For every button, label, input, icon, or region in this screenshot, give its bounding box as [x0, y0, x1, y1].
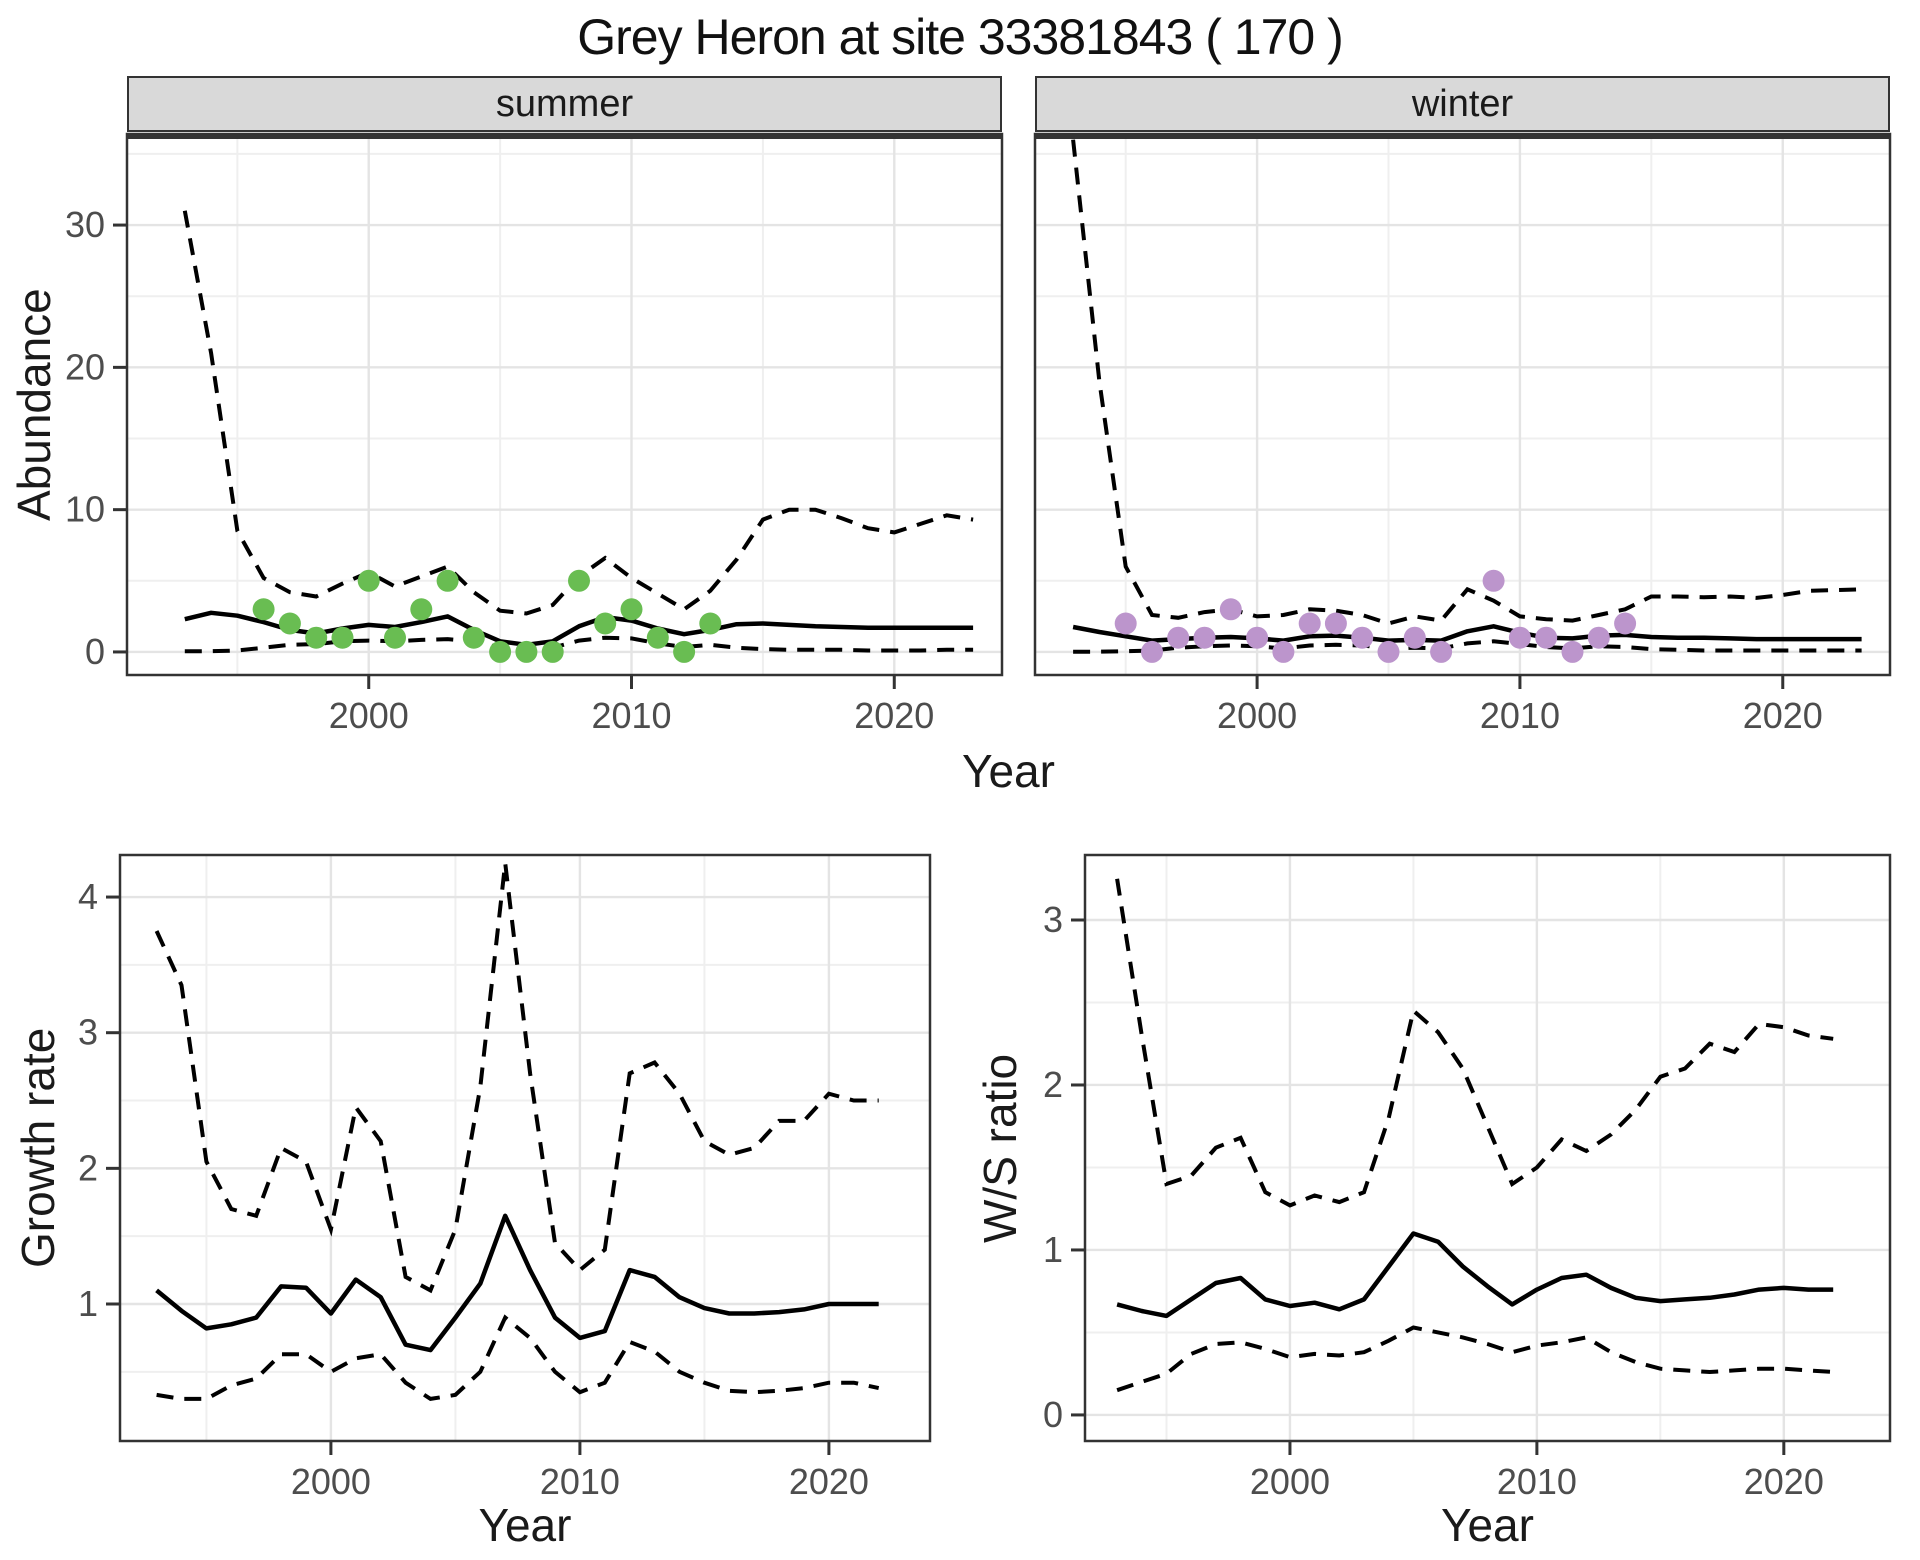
data-point — [410, 598, 433, 621]
x-tick-label: 2020 — [789, 1461, 869, 1502]
data-point — [1403, 626, 1426, 649]
x-axis-title-year-top: Year — [962, 745, 1055, 797]
data-point — [1377, 640, 1400, 663]
x-tick-label: 2020 — [1744, 1461, 1824, 1502]
data-point — [568, 569, 590, 592]
x-axis-title-year-growth: Year — [478, 1499, 572, 1551]
data-point — [1246, 626, 1269, 649]
y-axis-title-abundance: Abundance — [8, 288, 60, 521]
panel-background — [1085, 855, 1890, 1441]
series-layer — [1071, 139, 1862, 663]
x-tick-label: 2010 — [591, 695, 671, 736]
data-point — [515, 640, 538, 663]
y-axis-title-ws-ratio: W/S ratio — [974, 1053, 1026, 1243]
panel-border — [1083, 853, 1892, 1443]
panel-background — [127, 134, 1002, 675]
data-point — [1614, 612, 1637, 635]
data-point — [1298, 612, 1321, 635]
y-tick-label: 0 — [1043, 1394, 1063, 1435]
y-tick-label: 2 — [78, 1147, 98, 1188]
x-tick-label: 2020 — [1743, 695, 1823, 736]
facet-strip-winter-label: winter — [1411, 82, 1514, 125]
x-tick-label: 2020 — [854, 695, 934, 736]
panel-border — [118, 853, 932, 1443]
lower-ci-line — [184, 635, 974, 654]
panel-abundance_summer: 2000 2010 2020 0 10 20 30 — [65, 132, 1004, 736]
data-point — [594, 612, 617, 635]
x-tick-label: 2010 — [1480, 695, 1560, 736]
panel-growth: 2000 2010 2020 1 2 3 4 — [78, 853, 932, 1502]
data-point — [646, 626, 669, 649]
data-point — [1535, 626, 1558, 649]
y-tick-label: 30 — [65, 204, 105, 245]
y-tick-label: 20 — [65, 346, 105, 387]
data-point — [305, 626, 328, 649]
data-point — [1430, 640, 1453, 663]
y-tick-label: 2 — [1043, 1064, 1063, 1105]
data-point — [1167, 626, 1190, 649]
data-point — [1508, 626, 1531, 649]
series-layer — [154, 862, 880, 1401]
data-point — [278, 612, 301, 635]
series-layer — [182, 210, 974, 663]
data-point — [541, 640, 564, 663]
data-point — [1141, 640, 1163, 663]
data-point — [331, 626, 354, 649]
data-point — [489, 640, 512, 663]
y-tick-label: 4 — [78, 876, 98, 917]
facet-strip-winter: winter — [1035, 76, 1890, 132]
data-point — [1114, 612, 1137, 635]
y-tick-label: 0 — [85, 631, 105, 672]
data-point — [1482, 569, 1505, 592]
data-point — [462, 626, 485, 649]
data-point — [384, 626, 406, 649]
median-line — [1116, 1231, 1834, 1319]
data-point — [252, 598, 275, 621]
lower-ci-line — [156, 1314, 880, 1401]
y-axis-title-growth-rate: Growth rate — [12, 1027, 64, 1269]
upper-ci-line — [1071, 139, 1862, 626]
panel-background — [120, 855, 930, 1441]
data-point — [620, 598, 643, 621]
series-layer — [1115, 878, 1834, 1393]
y-tick-label: 1 — [1043, 1229, 1063, 1270]
data-point — [1324, 612, 1347, 635]
x-tick-label: 2000 — [291, 1461, 371, 1502]
y-tick-label: 10 — [65, 489, 105, 530]
x-tick-label: 2000 — [1217, 695, 1297, 736]
chart-title: Grey Heron at site 33381843 ( 170 ) — [577, 9, 1343, 65]
panel-abundance_winter: 2000 2010 2020 — [1033, 132, 1892, 736]
data-point — [699, 612, 722, 635]
y-tick-label: 1 — [78, 1283, 98, 1324]
facet-strip-summer: summer — [127, 76, 1002, 132]
data-point — [1272, 640, 1295, 663]
data-point — [1219, 598, 1242, 621]
data-point — [357, 569, 380, 592]
x-tick-label: 2010 — [1497, 1461, 1577, 1502]
x-tick-label: 2000 — [329, 695, 409, 736]
data-point — [673, 640, 696, 663]
data-point — [1351, 626, 1374, 649]
x-tick-label: 2000 — [1250, 1461, 1330, 1502]
y-tick-label: 3 — [1043, 899, 1063, 940]
upper-ci-line — [1115, 878, 1834, 1208]
data-point — [1587, 626, 1610, 649]
facet-strip-summer-label: summer — [495, 82, 634, 125]
data-point — [1193, 626, 1216, 649]
x-axis-title-year-ws: Year — [1441, 1499, 1534, 1551]
panel-ws_ratio: 2000 2010 2020 0 1 2 3 — [1043, 853, 1892, 1502]
data-point — [436, 569, 459, 592]
data-point — [1561, 640, 1584, 663]
lower-ci-line — [1073, 639, 1862, 654]
upper-ci-line — [154, 862, 879, 1294]
median-line — [155, 1213, 879, 1353]
y-tick-label: 3 — [78, 1012, 98, 1053]
x-tick-label: 2010 — [540, 1461, 620, 1502]
lower-ci-line — [1116, 1325, 1834, 1393]
